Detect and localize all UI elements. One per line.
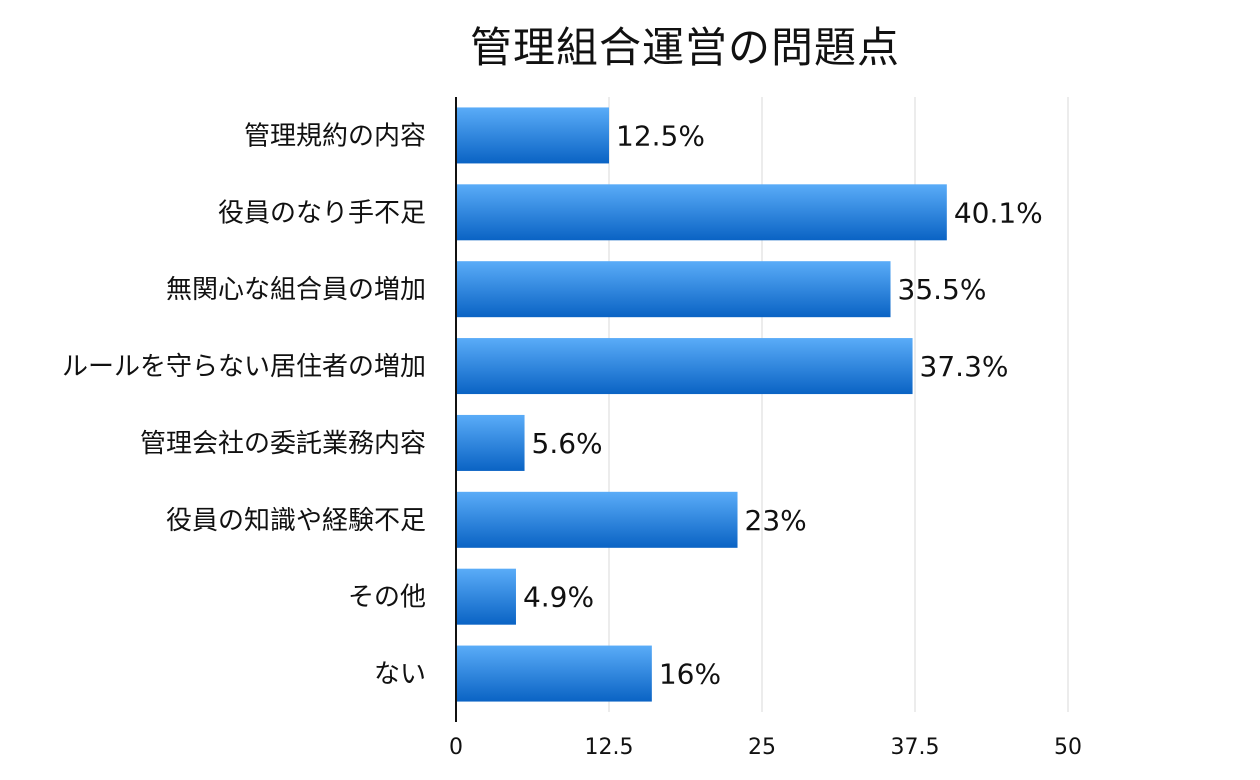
bar: [456, 107, 609, 164]
data-label: 16%: [659, 658, 721, 691]
data-label: 5.6%: [532, 427, 603, 460]
category-label: ルールを守らない居住者の増加: [62, 352, 426, 382]
category-label: ない: [374, 660, 426, 690]
x-tick-label: 25: [748, 735, 776, 760]
bar: [456, 645, 652, 702]
category-label: 役員のなり手不足: [218, 198, 426, 228]
bar: [456, 491, 738, 548]
category-label: 管理会社の委託業務内容: [140, 429, 426, 459]
bar: [456, 568, 516, 625]
bar: [456, 338, 913, 395]
bars: [456, 107, 947, 702]
data-label: 4.9%: [523, 581, 594, 614]
category-label: 無関心な組合員の増加: [166, 275, 426, 305]
data-label: 37.3%: [920, 350, 1009, 383]
chart-title: 管理組合運営の問題点: [469, 23, 900, 72]
category-label: その他: [348, 583, 426, 613]
bar: [456, 261, 891, 318]
data-label: 40.1%: [954, 196, 1043, 229]
data-label: 35.5%: [898, 273, 987, 306]
bar: [456, 414, 525, 471]
x-tick-label: 0: [449, 735, 463, 760]
data-label: 23%: [745, 504, 807, 537]
x-tick-label: 12.5: [585, 735, 634, 760]
category-label: 役員の知識や経験不足: [166, 506, 426, 536]
category-label: 管理規約の内容: [244, 121, 426, 151]
data-label: 12.5%: [616, 119, 705, 152]
x-tick-label: 37.5: [891, 735, 940, 760]
labels: 0 12.5 25 37.5 50 管理規約の内容 12.5% 役員のなり手不足 40.1% 無関…: [62, 119, 1082, 760]
bar: [456, 184, 947, 241]
x-tick-label: 50: [1054, 735, 1082, 760]
